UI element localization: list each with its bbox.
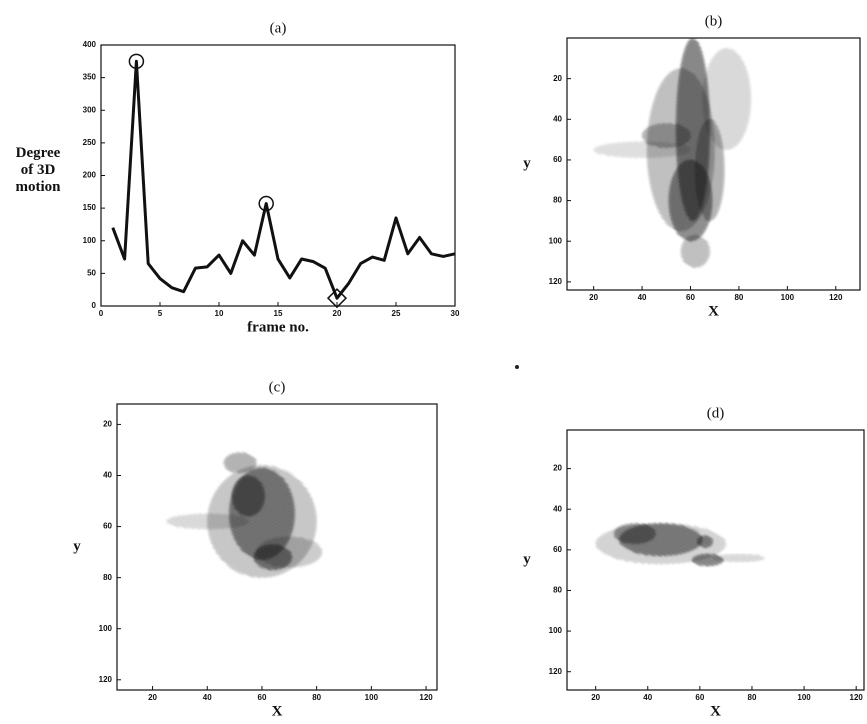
x-tick-label: 120 [419, 693, 433, 702]
y-tick-label: 40 [553, 114, 562, 123]
y-tick-label: 120 [99, 675, 113, 684]
x-tick-label: 20 [591, 693, 600, 702]
y-tick-label: 50 [87, 268, 96, 277]
image [593, 38, 752, 268]
y-tick-label: 120 [549, 667, 563, 676]
panel: (b) 20 40 60 80 100 120 20 40 60 80 100 120 Xy [523, 13, 861, 319]
y-tick-label: 100 [99, 624, 113, 633]
marker-circle [258, 195, 274, 212]
blob [595, 523, 726, 565]
image [595, 523, 766, 567]
x-tick-label: 0 [99, 309, 104, 318]
y-tick-label: 80 [553, 586, 562, 595]
marker-diamond [326, 288, 348, 309]
y-tick-label: 100 [549, 626, 563, 635]
y-tick-label: 0 [92, 301, 97, 310]
y-tick-label: 300 [83, 105, 97, 114]
y-tick-label: 100 [549, 236, 563, 245]
x-tick-label: 100 [797, 693, 811, 702]
x-tick-label: 25 [392, 309, 401, 318]
x-tick-label: 60 [686, 293, 695, 302]
panel: (d) 20 40 60 80 100 120 20 40 60 80 100 120 Xy [523, 405, 865, 719]
y-tick-label: 80 [103, 573, 112, 582]
y-tick-label: 20 [553, 464, 562, 473]
x-tick-label: 20 [333, 309, 342, 318]
y-tick-label: 40 [553, 504, 562, 513]
x-tick-label: 40 [203, 693, 212, 702]
blob [166, 513, 249, 530]
x-tick-label: 40 [638, 293, 647, 302]
panel-title: (b) [705, 13, 723, 29]
y-tick-label: 40 [103, 471, 112, 480]
y-tick-label: 100 [83, 236, 97, 245]
speck [515, 365, 519, 369]
y-axis-label: y [523, 551, 531, 567]
blob [256, 536, 323, 568]
y-tick-label: 400 [83, 40, 97, 49]
x-tick-label: 20 [589, 293, 598, 302]
panel-title: (c) [269, 379, 286, 395]
x-tick-label: 100 [781, 293, 795, 302]
y-tick-label: 120 [549, 277, 563, 286]
y-tick-label: 250 [83, 138, 97, 147]
y-tick-label: 150 [83, 203, 97, 212]
axes-box [100, 44, 456, 307]
x-tick-label: 100 [365, 693, 379, 702]
y-axis-label: Degree [16, 145, 61, 161]
y-tick-label: 60 [553, 545, 562, 554]
blob [642, 123, 691, 148]
y-tick-label: 60 [103, 522, 112, 531]
y-axis-label: motion [16, 179, 62, 195]
x-tick-label: 10 [215, 309, 224, 318]
x-axis-label: X [710, 703, 721, 719]
marker-circle [128, 53, 145, 70]
x-tick-label: 60 [695, 693, 704, 702]
y-axis-label: y [73, 538, 81, 554]
x-tick-label: 20 [148, 693, 157, 702]
y-tick-label: 20 [103, 420, 112, 429]
y-tick-label: 60 [553, 155, 562, 164]
y-tick-label: 350 [83, 73, 97, 82]
x-axis-label: frame no. [247, 319, 309, 335]
x-tick-label: 15 [274, 309, 283, 318]
x-tick-label: 5 [158, 309, 163, 318]
x-tick-label: 120 [850, 693, 864, 702]
panel-title: (d) [707, 405, 725, 421]
panel: (c) 20 40 60 80 100 120 20 40 60 80 100 120 Xy [73, 379, 438, 719]
blob [680, 235, 710, 268]
y-tick-label: 200 [83, 171, 97, 180]
blob [593, 141, 691, 158]
axes-box [116, 403, 438, 691]
x-tick-label: 80 [312, 693, 321, 702]
line [111, 59, 456, 300]
panel-title: (a) [270, 20, 287, 36]
x-tick-label: 60 [258, 693, 267, 702]
blob [223, 452, 257, 473]
image [166, 452, 323, 578]
blob [712, 553, 766, 563]
x-tick-label: 80 [734, 293, 743, 302]
blob [702, 48, 752, 150]
axes-box [566, 429, 865, 691]
x-axis-label: X [708, 303, 719, 319]
x-tick-label: 30 [451, 309, 460, 318]
y-tick-label: 80 [553, 196, 562, 205]
x-tick-label: 80 [748, 693, 757, 702]
y-axis-label: y [523, 155, 531, 171]
panel: (a)0 5 10 15 20 25 30050100150200250300350400f… [16, 20, 460, 335]
y-axis-label: of 3D [21, 162, 56, 178]
axes-box [566, 37, 861, 291]
x-tick-label: 40 [643, 693, 652, 702]
x-axis-label: X [272, 703, 283, 719]
y-tick-label: 20 [553, 74, 562, 83]
x-tick-label: 120 [829, 293, 843, 302]
